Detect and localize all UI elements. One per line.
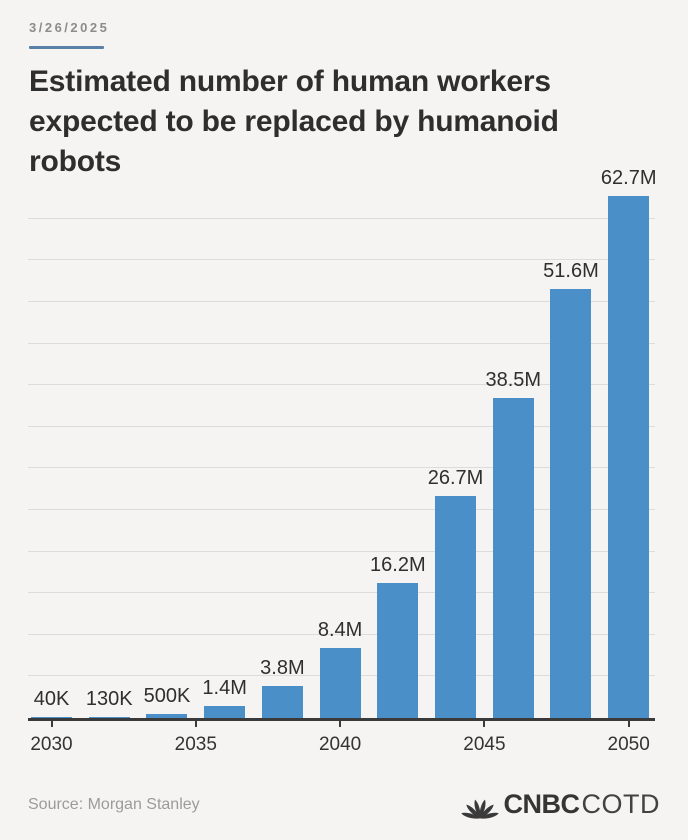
bar-value-label: 51.6M bbox=[543, 259, 599, 282]
chart-title: Estimated number of human workers expect… bbox=[29, 65, 559, 178]
x-tick-label: 2040 bbox=[318, 734, 362, 755]
bar-2036 bbox=[204, 706, 246, 718]
gridline bbox=[28, 425, 655, 427]
x-tick bbox=[627, 721, 630, 727]
gridline bbox=[28, 592, 655, 594]
bar-value-label: 62.7M bbox=[600, 167, 657, 190]
bar-value-label: 130K bbox=[85, 687, 133, 710]
gridline bbox=[28, 342, 655, 344]
bar-value-label: 500K bbox=[143, 684, 191, 707]
nbc-peacock-icon bbox=[460, 799, 499, 819]
bar-2044 bbox=[435, 495, 477, 718]
bar-value-label: 26.7M bbox=[427, 466, 484, 489]
bar-2038 bbox=[261, 686, 303, 718]
date-accent-underline bbox=[29, 46, 104, 49]
gridline bbox=[28, 509, 655, 510]
x-tick-label: 2050 bbox=[607, 734, 650, 755]
gridline bbox=[28, 550, 655, 552]
gridline bbox=[28, 301, 655, 302]
x-axis: 2030 2035 2040 2045 2050 bbox=[28, 721, 655, 766]
bar-2050 bbox=[608, 196, 650, 718]
bar-2030 bbox=[31, 717, 72, 718]
source-label: Source: Morgan Stanley bbox=[28, 796, 200, 813]
x-tick bbox=[483, 721, 486, 727]
gridline bbox=[28, 259, 655, 261]
bar-2040 bbox=[319, 648, 361, 718]
bar-value-label: 38.5M bbox=[485, 368, 542, 391]
bar-value-label: 3.8M bbox=[260, 657, 305, 680]
date-label: 3/26/2025 bbox=[29, 20, 110, 35]
bar-value-label: 1.4M bbox=[202, 677, 247, 700]
gridline bbox=[28, 467, 655, 469]
x-tick bbox=[339, 721, 342, 727]
gridline bbox=[28, 633, 655, 635]
x-tick-label: 2045 bbox=[463, 734, 506, 755]
x-tick bbox=[194, 721, 197, 727]
plot-area: 40K 130K 500K 1.4M 3.8M 8.4M 16.2M 26.7M 38.5M 51… bbox=[28, 167, 656, 721]
brand-cotd: COTD bbox=[581, 789, 660, 819]
bar-2046 bbox=[492, 397, 534, 718]
bar-value-label: 8.4M bbox=[317, 619, 363, 642]
bar-2048 bbox=[550, 288, 592, 718]
x-tick bbox=[50, 721, 53, 727]
brand-logo: CNBC COTD bbox=[460, 789, 661, 820]
bar-value-label: 40K bbox=[33, 688, 70, 710]
x-tick-label: 2035 bbox=[174, 734, 217, 755]
bar-2032 bbox=[88, 716, 130, 718]
bar-2042 bbox=[377, 583, 419, 718]
bar-value-label: 16.2M bbox=[370, 554, 426, 577]
bar-2034 bbox=[146, 713, 188, 718]
gridline bbox=[28, 217, 655, 219]
brand-cnbc: CNBC bbox=[503, 789, 581, 819]
gridline bbox=[28, 384, 655, 386]
x-tick-label: 2030 bbox=[30, 734, 73, 755]
